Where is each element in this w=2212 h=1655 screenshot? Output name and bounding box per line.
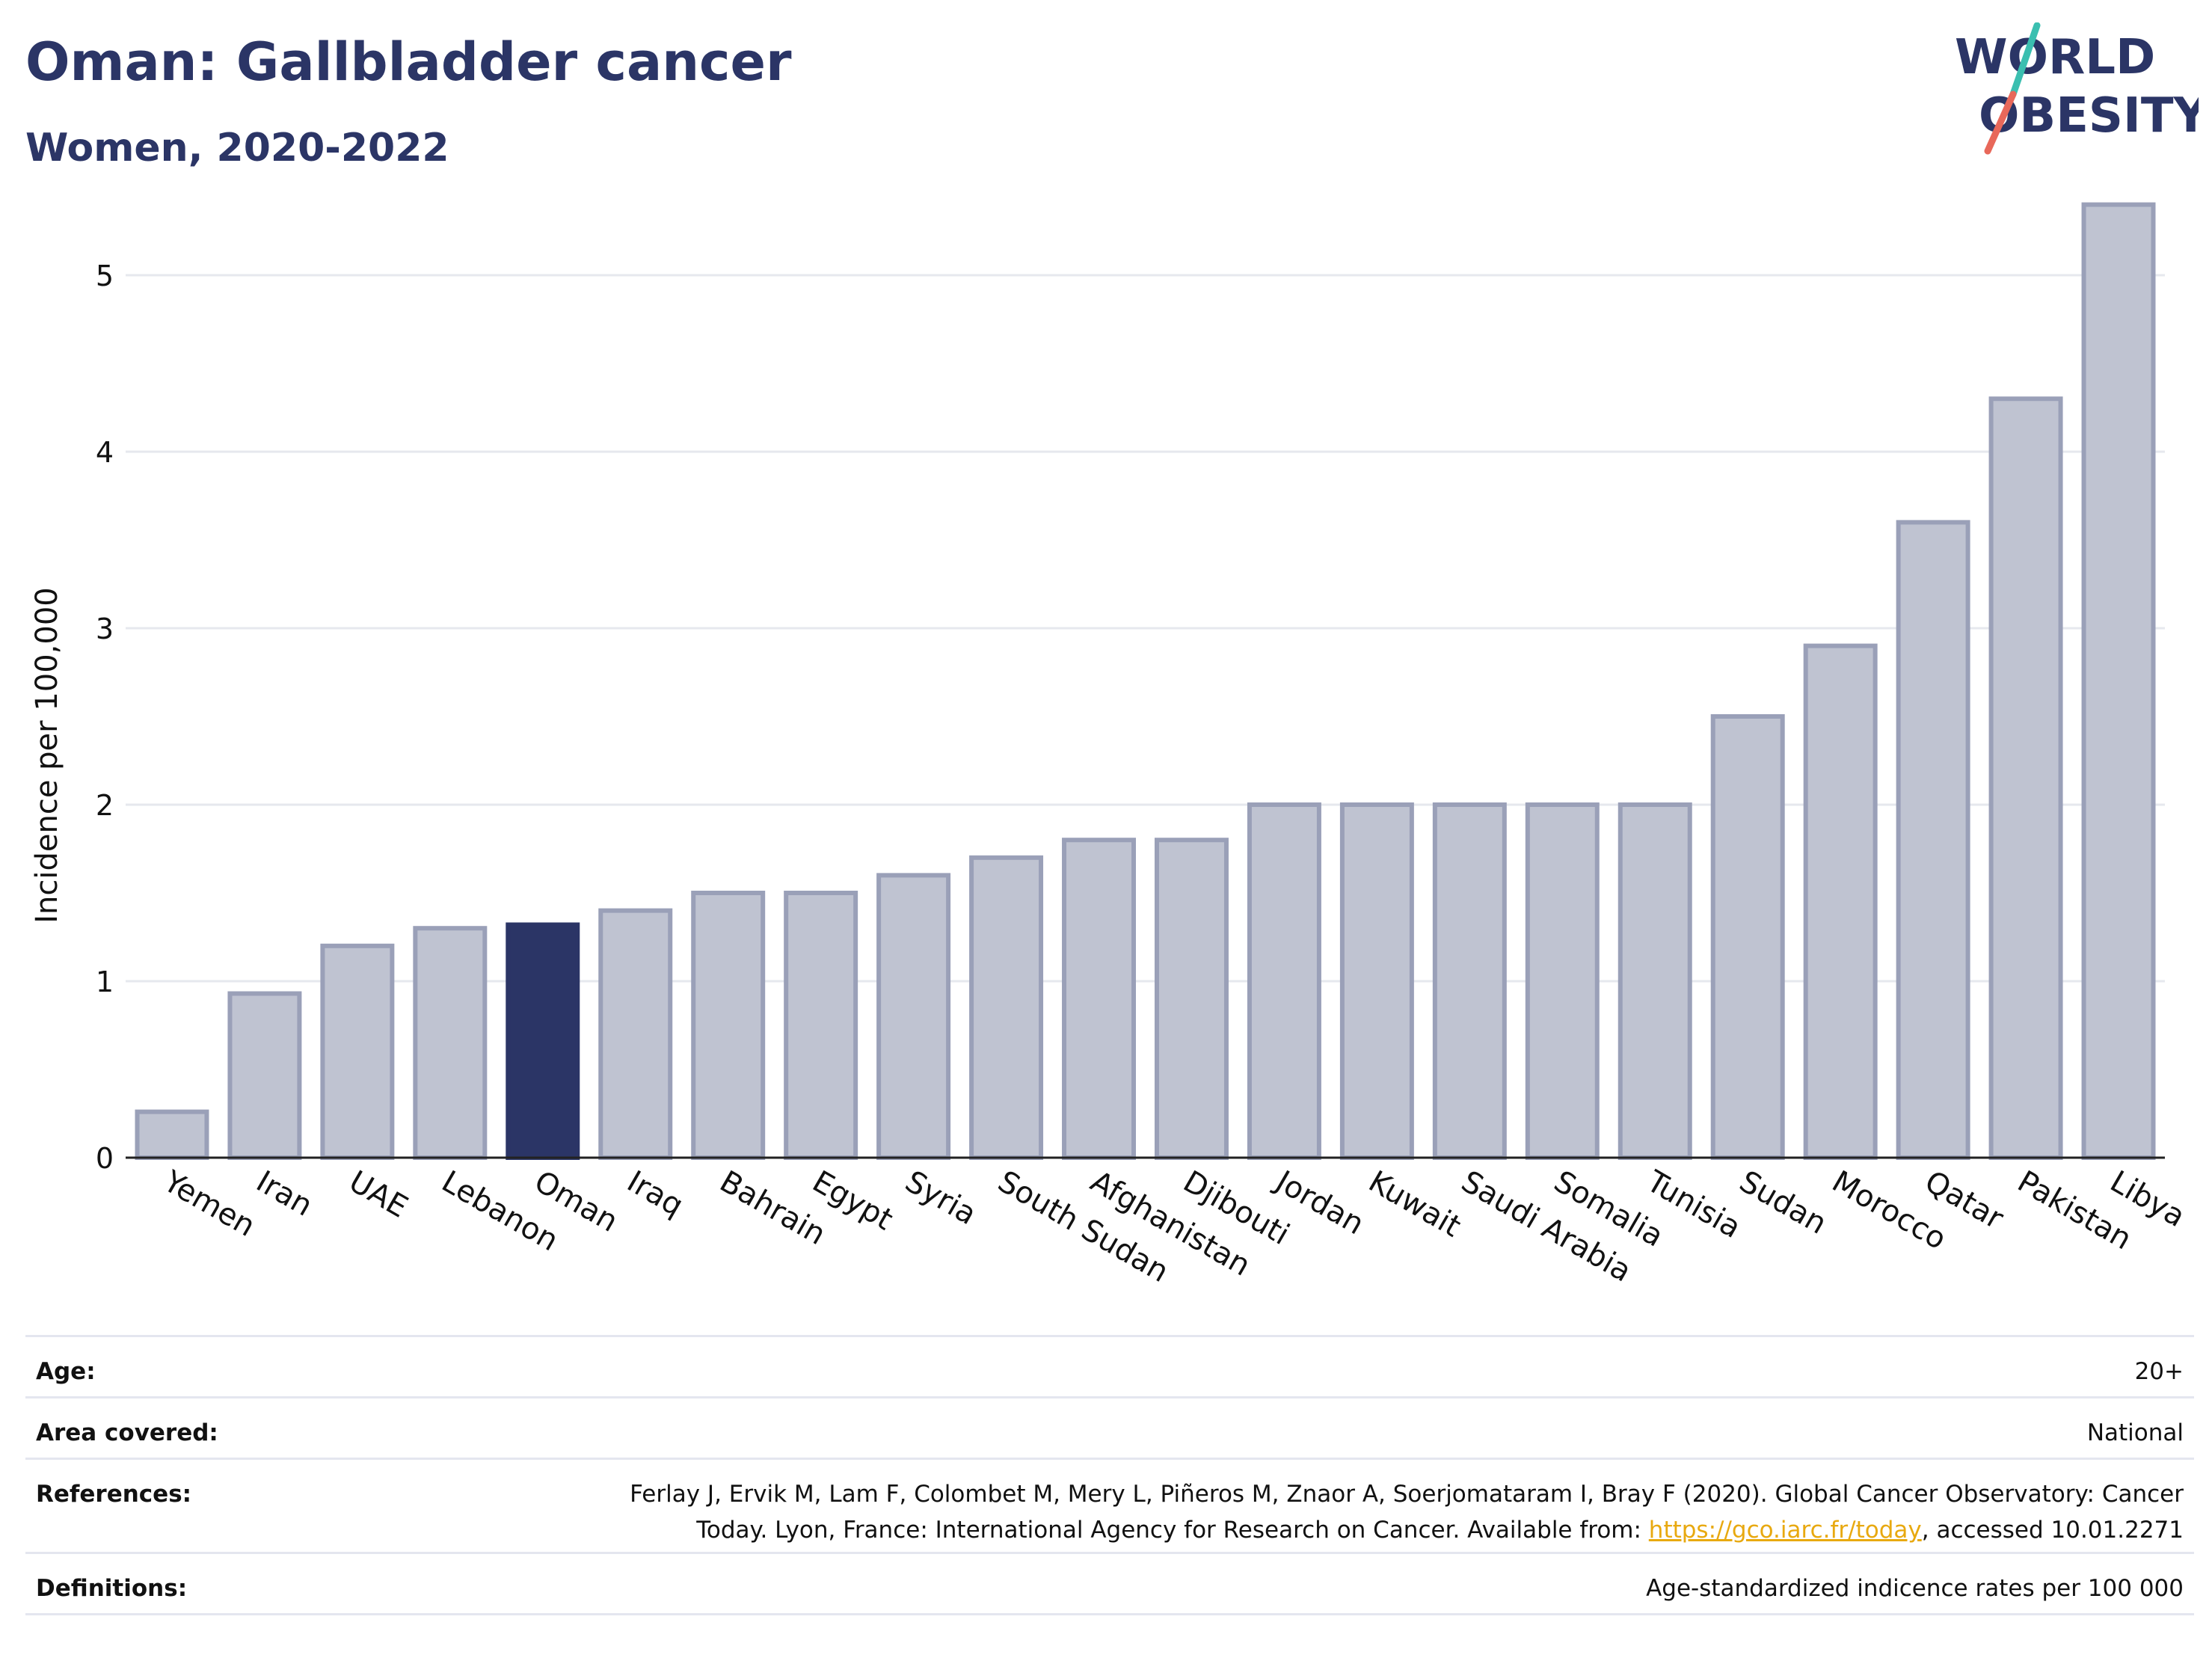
meta-row-area: Area covered: National [25,1396,2194,1460]
bar-djibouti [1154,838,1229,1160]
references-line2-after: , accessed 10.01.2271 [1921,1517,2184,1544]
bar-yemen [135,1109,209,1161]
area-label: Area covered: [36,1419,218,1446]
bars [135,202,2156,1161]
bar-iraq [598,908,673,1160]
x-tick-label: Kuwait [1362,1164,1466,1244]
bar-libya [2081,202,2156,1161]
logo-slash-bottom [1984,90,2017,155]
world-obesity-logo: WORLD OBESITY [1955,22,2199,155]
y-tick-label: 2 [96,789,114,822]
definitions-value: Age-standardized indicence rates per 100… [1646,1575,2184,1602]
logo-slash-top [2009,22,2041,98]
age-value: 20+ [2134,1358,2184,1385]
bar-bahrain [691,891,766,1160]
page-subtitle: Women, 2020-2022 [25,126,449,171]
x-tick-label: Yemen [157,1164,261,1244]
bar-uae [320,943,395,1161]
references-value: Ferlay J, Ervik M, Lam F, Colombet M, Me… [630,1476,2184,1548]
definitions-label: Definitions: [36,1575,188,1602]
references-line1: Ferlay J, Ervik M, Lam F, Colombet M, Me… [630,1481,2184,1508]
area-value: National [2086,1419,2184,1446]
logo-line2: OBESITY [1979,88,2199,144]
y-tick-label: 3 [96,612,114,645]
bar-morocco [1803,643,1878,1160]
bar-egypt [784,891,858,1160]
x-tick-label: Iran [251,1164,319,1223]
x-tick-label: Iraq [621,1164,689,1223]
bar-lebanon [413,926,488,1160]
y-tick-label: 4 [96,436,114,469]
bar-oman [506,922,580,1160]
bar-kuwait [1339,802,1414,1160]
x-tick-label: UAE [343,1164,414,1225]
meta-row-age: Age: 20+ [25,1335,2194,1398]
bar-qatar [1896,520,1970,1160]
references-line2-before: Today. Lyon, France: International Agenc… [696,1517,1649,1544]
bar-jordan [1247,802,1321,1160]
bar-pakistan [1988,396,2063,1160]
y-tick-label: 5 [96,260,114,292]
x-tick-label: Syria [900,1164,983,1232]
bar-syria [876,873,951,1161]
logo-line1: WORLD [1955,30,2155,85]
x-tick-label: Bahrain [714,1164,832,1252]
bar-iran [227,991,302,1161]
bar-afghanistan [1062,838,1137,1160]
bar-somalia [1525,802,1600,1160]
meta-row-references: References: Ferlay J, Ervik M, Lam F, Co… [25,1458,2194,1554]
references-line2: Today. Lyon, France: International Agenc… [630,1512,2184,1548]
bar-tunisia [1617,802,1692,1160]
y-tick-label: 0 [96,1142,114,1175]
references-link[interactable]: https://gco.iarc.fr/today [1648,1517,1922,1544]
references-label: References: [36,1481,192,1508]
meta-bottom-border [25,1613,2194,1615]
y-axis-label: Incidence per 100,000 [30,587,64,924]
y-tick-label: 1 [96,965,114,998]
bar-south-sudan [969,855,1044,1161]
x-tick-label: Sudan [1733,1164,1832,1241]
age-label: Age: [36,1358,96,1385]
meta-row-definitions: Definitions: Age-standardized indicence … [25,1552,2194,1615]
page-title: Oman: Gallbladder cancer [25,31,792,93]
bar-sudan [1710,714,1785,1160]
bar-saudi-arabia [1432,802,1507,1160]
